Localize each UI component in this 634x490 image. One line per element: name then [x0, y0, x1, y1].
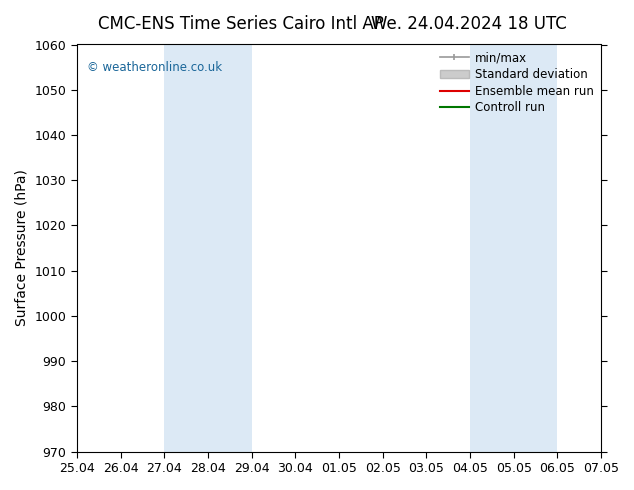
Y-axis label: Surface Pressure (hPa): Surface Pressure (hPa) — [15, 170, 29, 326]
Text: CMC-ENS Time Series Cairo Intl AP: CMC-ENS Time Series Cairo Intl AP — [98, 15, 384, 33]
Bar — [514, 45, 557, 452]
Legend: min/max, Standard deviation, Ensemble mean run, Controll run: min/max, Standard deviation, Ensemble me… — [435, 47, 598, 119]
Bar — [164, 45, 208, 452]
Bar — [470, 45, 514, 452]
Text: © weatheronline.co.uk: © weatheronline.co.uk — [87, 61, 223, 74]
Text: We. 24.04.2024 18 UTC: We. 24.04.2024 18 UTC — [372, 15, 567, 33]
Bar — [208, 45, 252, 452]
